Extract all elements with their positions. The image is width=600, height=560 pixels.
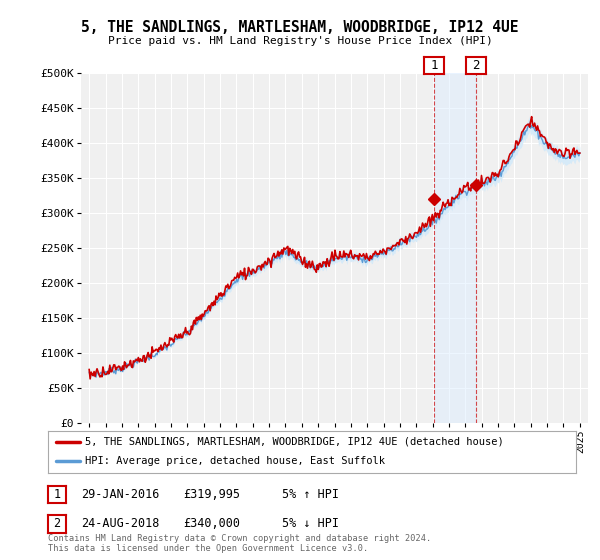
Text: £340,000: £340,000 <box>183 517 240 530</box>
Text: Price paid vs. HM Land Registry's House Price Index (HPI): Price paid vs. HM Land Registry's House … <box>107 36 493 46</box>
Text: 2: 2 <box>472 59 480 72</box>
Text: £319,995: £319,995 <box>183 488 240 501</box>
Text: 5, THE SANDLINGS, MARTLESHAM, WOODBRIDGE, IP12 4UE (detached house): 5, THE SANDLINGS, MARTLESHAM, WOODBRIDGE… <box>85 437 504 447</box>
Bar <box>434 73 476 423</box>
Text: 5% ↑ HPI: 5% ↑ HPI <box>282 488 339 501</box>
Text: Contains HM Land Registry data © Crown copyright and database right 2024.
This d: Contains HM Land Registry data © Crown c… <box>48 534 431 553</box>
Text: 1: 1 <box>430 59 437 72</box>
Text: 29-JAN-2016: 29-JAN-2016 <box>81 488 160 501</box>
Text: HPI: Average price, detached house, East Suffolk: HPI: Average price, detached house, East… <box>85 456 385 466</box>
Text: 24-AUG-2018: 24-AUG-2018 <box>81 517 160 530</box>
Text: 2: 2 <box>53 517 61 530</box>
Text: 5, THE SANDLINGS, MARTLESHAM, WOODBRIDGE, IP12 4UE: 5, THE SANDLINGS, MARTLESHAM, WOODBRIDGE… <box>81 20 519 35</box>
Text: 5% ↓ HPI: 5% ↓ HPI <box>282 517 339 530</box>
Text: 1: 1 <box>53 488 61 501</box>
